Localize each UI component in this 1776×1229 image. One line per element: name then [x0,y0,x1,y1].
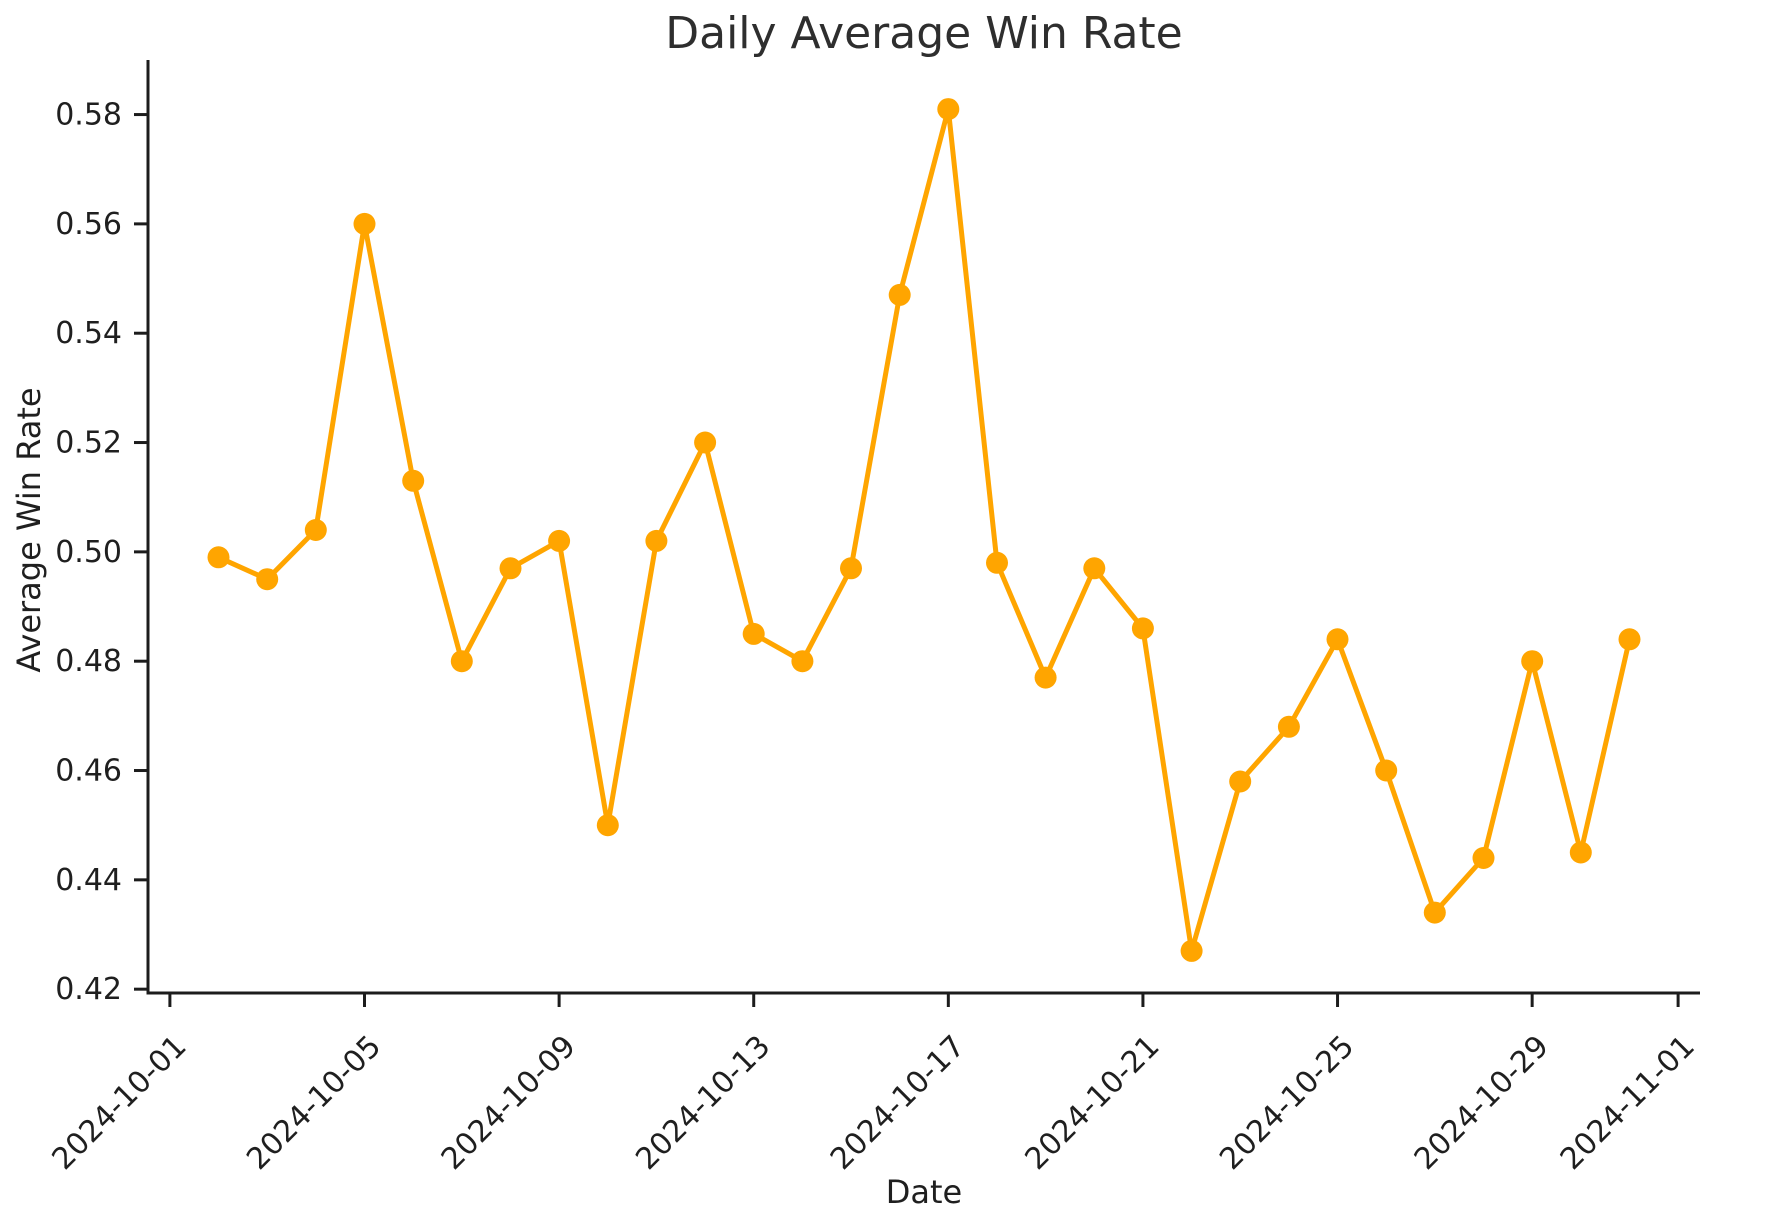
x-tick-label: 2024-10-01 [46,1029,194,1177]
data-point [596,814,619,837]
data-point [207,546,230,569]
data-point [1034,666,1057,689]
chart-title: Daily Average Win Rate [665,8,1183,59]
y-axis-label: Average Win Rate [10,387,48,672]
data-point [1277,715,1300,738]
data-point [791,650,814,673]
data-point [548,529,571,552]
y-tick-label: 0.58 [55,98,122,133]
data-point [1423,901,1446,924]
y-tick-label: 0.50 [55,535,122,570]
data-point [450,650,473,673]
data-point [1618,628,1641,651]
y-tick-label: 0.44 [55,863,122,898]
y-tick-label: 0.42 [55,972,122,1007]
x-tick-label: 2024-10-21 [1019,1029,1167,1177]
data-point [499,557,522,580]
data-point [1083,557,1106,580]
series-group [207,98,1641,962]
data-point [888,283,911,306]
data-point [742,622,765,645]
data-point [256,568,279,591]
data-point [1375,759,1398,782]
x-tick-label: 2024-10-09 [435,1029,583,1177]
data-point [353,212,376,235]
y-tick-label: 0.48 [55,644,122,679]
x-axis-label: Date [886,1173,962,1211]
data-point [1229,770,1252,793]
y-tick-label: 0.56 [55,207,122,242]
x-tick-label: 2024-10-25 [1213,1029,1361,1177]
y-tick-label: 0.46 [55,754,122,789]
data-point [304,519,327,541]
y-tick-label: 0.52 [55,426,122,461]
data-point [937,98,960,121]
data-point [1569,841,1592,864]
data-point [645,529,668,552]
data-point [1521,650,1544,673]
x-tick-label: 2024-10-29 [1408,1029,1556,1177]
x-tick-label: 2024-10-13 [629,1029,777,1177]
axes: 0.42 0.44 0.46 0.48 0.50 0.52 0.54 0.56 0.58 2024… [46,60,1702,1177]
data-point [1131,617,1154,640]
x-tick-label: 2024-10-05 [240,1029,388,1177]
data-point [1472,847,1495,869]
x-tick-label: 2024-10-17 [824,1029,972,1177]
data-point [1180,939,1203,962]
x-tick-label: 2024-11-01 [1554,1029,1702,1177]
y-tick-label: 0.54 [55,316,122,351]
series-line [216,106,1632,954]
data-point [402,469,425,492]
data-point [1326,628,1349,651]
data-point [986,551,1008,574]
data-point [840,557,862,580]
data-point [694,431,717,454]
